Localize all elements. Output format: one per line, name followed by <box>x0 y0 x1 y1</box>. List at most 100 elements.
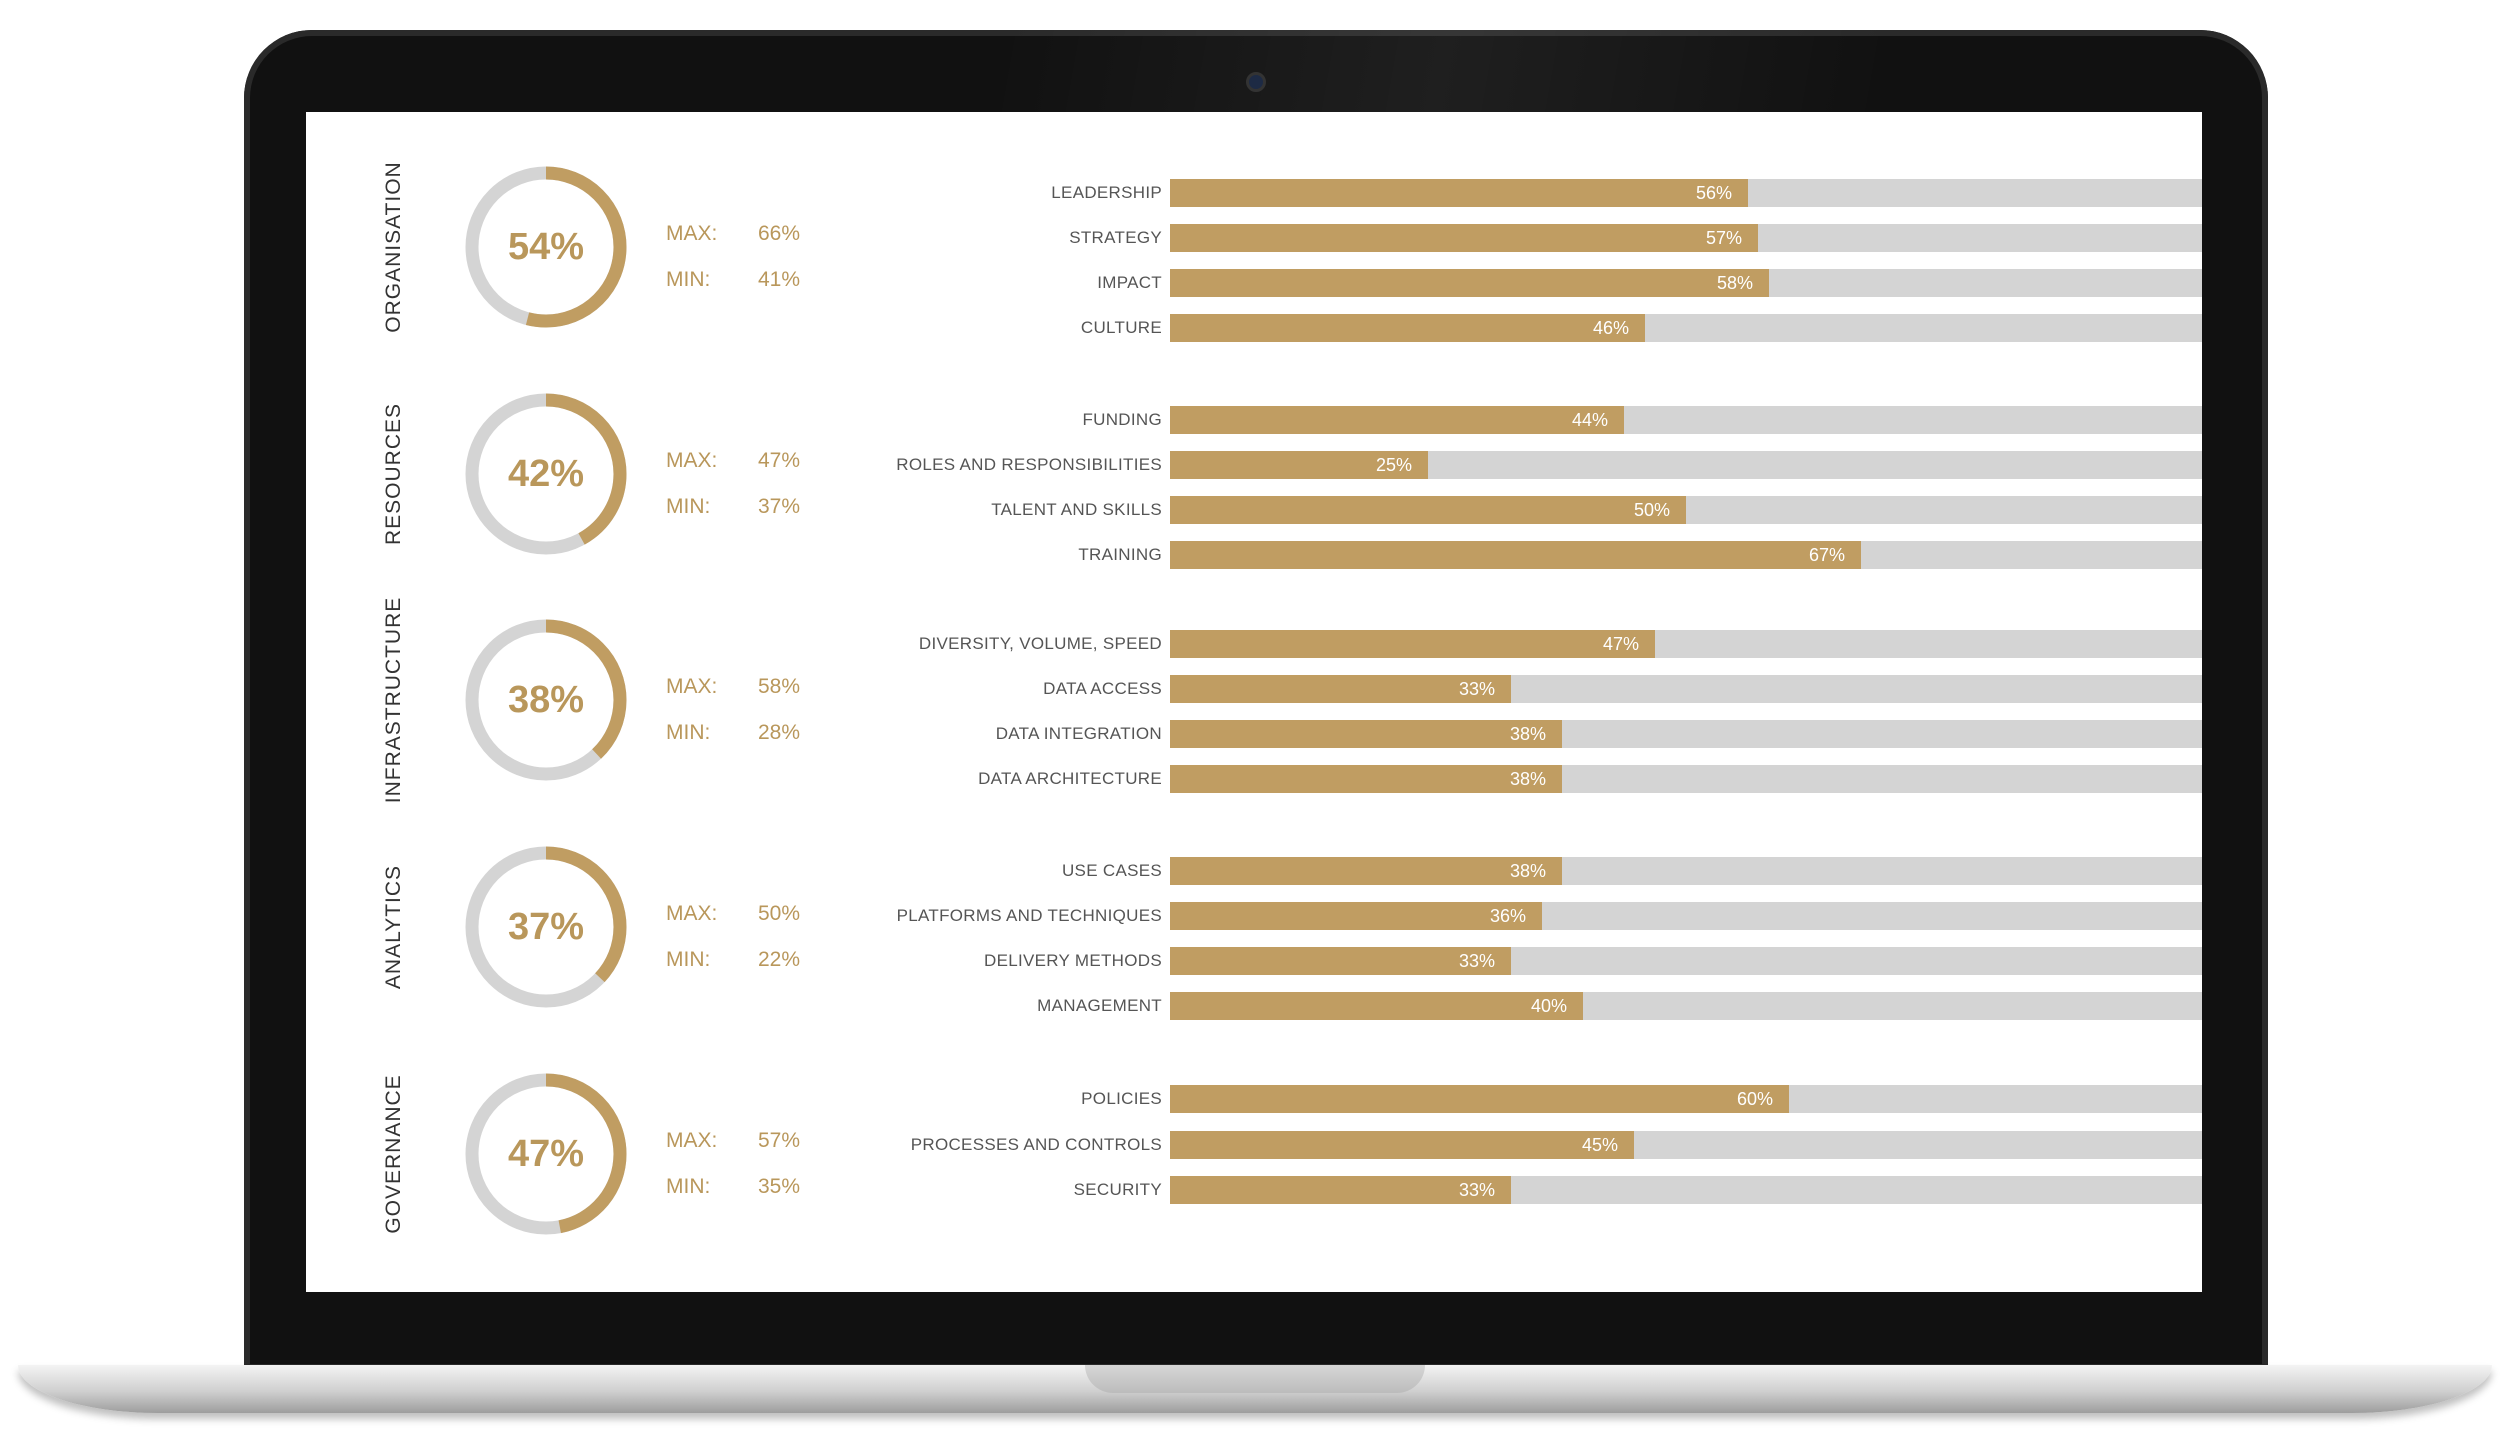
score-value: 38% <box>507 679 585 721</box>
donut-arc <box>465 619 627 781</box>
bar-fill <box>1170 1131 1634 1159</box>
max-value: 57% <box>758 1129 801 1152</box>
bar-label: CULTURE <box>1080 318 1162 337</box>
bar-row: TALENT AND SKILLS 50% <box>306 496 2202 524</box>
score-donut <box>465 619 627 781</box>
bar-fill <box>1170 675 1511 703</box>
category-section-analytics: ANALYTICS 37% MAX: 50% MIN: 22% USE CASES 38% PL… <box>306 812 2202 1042</box>
category-section-infrastructure: INFRASTRUCTURE 38% MAX: 58% MIN: 28% DIVERSITY… <box>306 585 2202 815</box>
score-value: 54% <box>507 226 585 268</box>
bar-fill <box>1170 765 1562 793</box>
bar-track: 44% <box>1170 406 2202 434</box>
bar-track: 47% <box>1170 630 2202 658</box>
min-value: 22% <box>758 948 801 971</box>
bar-track: 38% <box>1170 765 2202 793</box>
score-donut <box>465 1073 627 1235</box>
bar-fill <box>1170 902 1542 930</box>
bar-label: LEADERSHIP <box>1051 183 1162 202</box>
bar-row: STRATEGY 57% <box>306 224 2202 252</box>
donut-arc <box>465 393 627 555</box>
bar-label: IMPACT <box>1097 273 1162 292</box>
bar-label: PLATFORMS AND TECHNIQUES <box>896 906 1162 925</box>
score-donut <box>465 166 627 328</box>
bar-fill <box>1170 992 1583 1020</box>
camera-icon <box>1246 72 1266 92</box>
bar-label: TRAINING <box>1078 545 1162 564</box>
max-value: 50% <box>758 902 801 925</box>
bar-track: 50% <box>1170 496 2202 524</box>
bar-label: DATA INTEGRATION <box>995 724 1162 743</box>
category-section-organisation: ORGANISATION 54% MAX: 66% MIN: 41% LEADERSHIP 5… <box>306 132 2202 362</box>
bar-value-label: 38% <box>1510 861 1547 881</box>
score-value: 47% <box>507 1133 585 1175</box>
bar-label: DIVERSITY, VOLUME, SPEED <box>918 634 1162 653</box>
bar-fill <box>1170 496 1686 524</box>
dashboard-screen: ORGANISATION 54% MAX: 66% MIN: 41% LEADERSHIP 5… <box>306 112 2202 1292</box>
bar-row: MANAGEMENT 40% <box>306 992 2202 1020</box>
bar-row: DELIVERY METHODS 33% <box>306 947 2202 975</box>
bar-value-label: 46% <box>1593 318 1630 338</box>
bar-row: ROLES AND RESPONSIBILITIES 25% <box>306 451 2202 479</box>
bar-value-label: 33% <box>1459 679 1496 699</box>
bar-row: TRAINING 67% <box>306 541 2202 569</box>
bar-track: 40% <box>1170 992 2202 1020</box>
category-section-governance: GOVERNANCE 47% MAX: 57% MIN: 35% POLICIES 60% PR… <box>306 1039 2202 1269</box>
bar-label: PROCESSES AND CONTROLS <box>910 1135 1162 1154</box>
bar-track: 33% <box>1170 675 2202 703</box>
bar-label: FUNDING <box>1082 410 1162 429</box>
bar-fill <box>1170 406 1624 434</box>
bar-value-label: 38% <box>1510 724 1547 744</box>
min-label: MIN: <box>666 495 711 518</box>
min-value: 35% <box>758 1175 801 1198</box>
bar-label: POLICIES <box>1081 1089 1162 1108</box>
max-value: 47% <box>758 449 801 472</box>
bar-row: FUNDING 44% <box>306 406 2202 434</box>
bar-row: DATA INTEGRATION 38% <box>306 720 2202 748</box>
bar-fill <box>1170 720 1562 748</box>
max-label: MAX: <box>666 675 718 698</box>
bar-track: 57% <box>1170 224 2202 252</box>
bar-track: 36% <box>1170 902 2202 930</box>
bar-value-label: 25% <box>1376 455 1413 475</box>
bar-label: DELIVERY METHODS <box>984 951 1162 970</box>
min-label: MIN: <box>666 1175 711 1198</box>
bar-track: 60% <box>1170 1085 2202 1113</box>
min-value: 28% <box>758 721 801 744</box>
min-label: MIN: <box>666 948 711 971</box>
bar-label: TALENT AND SKILLS <box>991 500 1162 519</box>
bar-row: PROCESSES AND CONTROLS 45% <box>306 1131 2202 1159</box>
bar-track: 58% <box>1170 269 2202 297</box>
bar-fill <box>1170 451 1428 479</box>
bar-value-label: 56% <box>1696 183 1733 203</box>
donut-arc <box>465 846 627 1008</box>
bar-value-label: 38% <box>1510 769 1547 789</box>
bar-row: CULTURE 46% <box>306 314 2202 342</box>
bar-label: ROLES AND RESPONSIBILITIES <box>896 455 1162 474</box>
bar-fill <box>1170 224 1758 252</box>
bar-label: MANAGEMENT <box>1037 996 1162 1015</box>
bar-value-label: 50% <box>1634 500 1671 520</box>
bar-fill <box>1170 269 1769 297</box>
bar-value-label: 40% <box>1531 996 1568 1016</box>
score-donut <box>465 846 627 1008</box>
bar-fill <box>1170 1085 1789 1113</box>
bar-value-label: 67% <box>1809 545 1846 565</box>
bar-value-label: 33% <box>1459 951 1496 971</box>
bar-row: USE CASES 38% <box>306 857 2202 885</box>
bar-track: 67% <box>1170 541 2202 569</box>
bar-row: SECURITY 33% <box>306 1176 2202 1204</box>
bar-track: 56% <box>1170 179 2202 207</box>
score-value: 42% <box>507 453 585 495</box>
bar-track: 46% <box>1170 314 2202 342</box>
max-value: 66% <box>758 222 801 245</box>
bar-label: USE CASES <box>1061 861 1162 880</box>
bar-fill <box>1170 947 1511 975</box>
bar-track: 25% <box>1170 451 2202 479</box>
laptop-opening-notch <box>1085 1365 1425 1393</box>
bar-row: PLATFORMS AND TECHNIQUES 36% <box>306 902 2202 930</box>
max-label: MAX: <box>666 449 718 472</box>
bar-track: 33% <box>1170 947 2202 975</box>
bar-fill <box>1170 857 1562 885</box>
bar-value-label: 45% <box>1582 1135 1619 1155</box>
min-value: 41% <box>758 268 801 291</box>
